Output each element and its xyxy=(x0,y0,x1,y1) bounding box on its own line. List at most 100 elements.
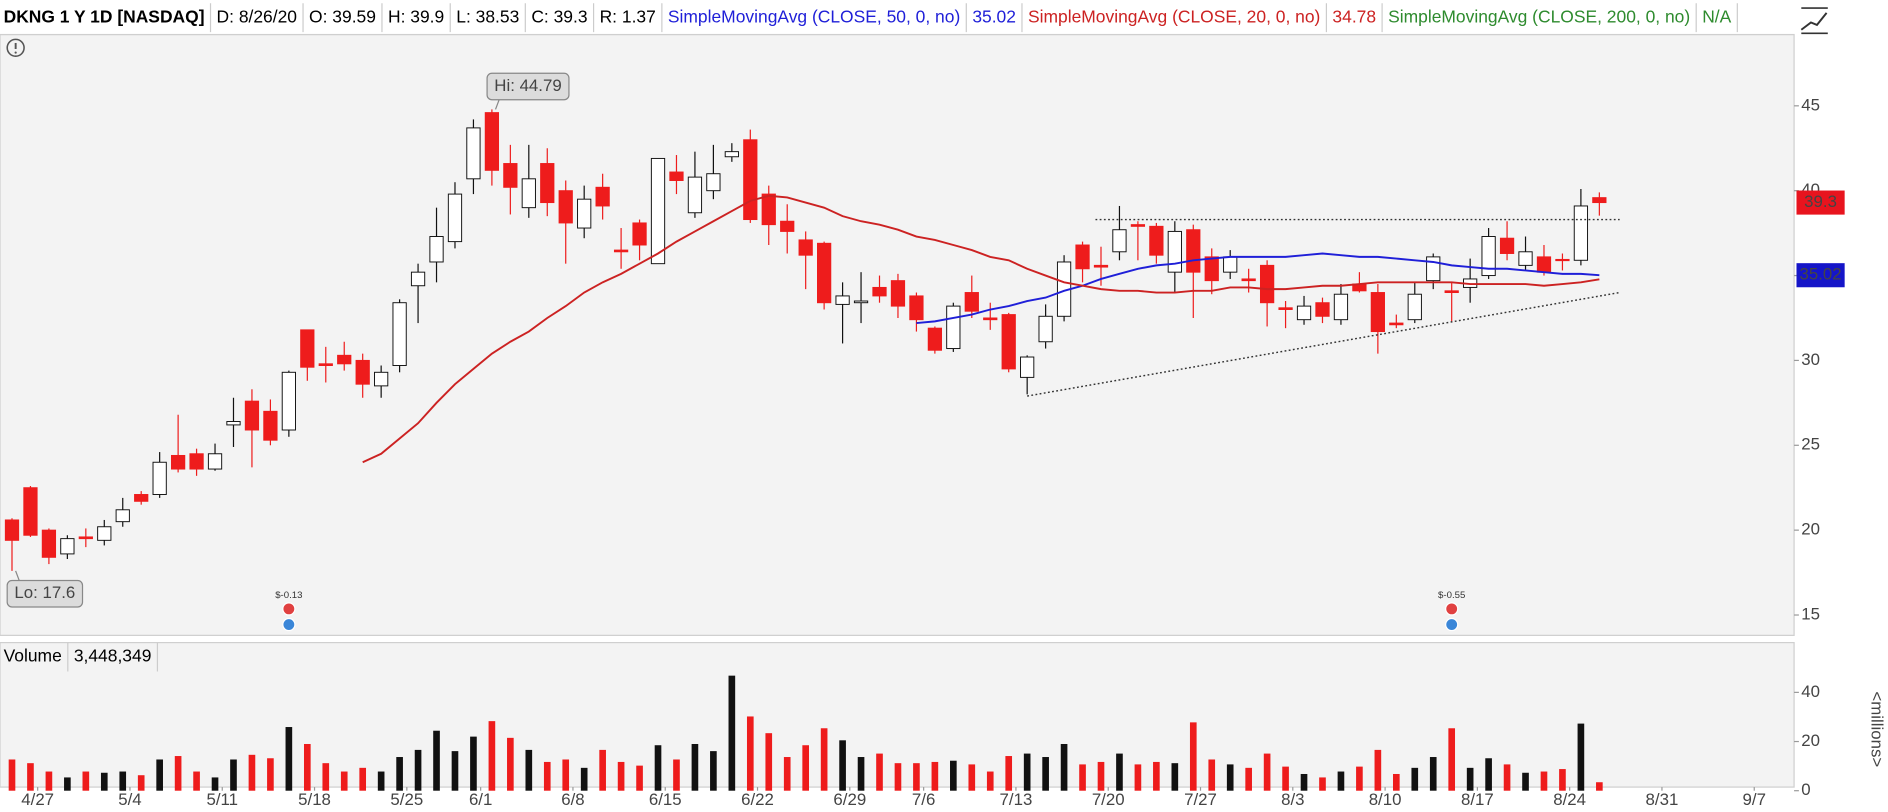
volume-bar xyxy=(433,730,440,791)
candle-body xyxy=(1075,244,1090,270)
volume-bar xyxy=(820,728,828,791)
volume-bar xyxy=(894,763,902,791)
candle-body xyxy=(650,157,666,265)
x-tick-label: 8/24 xyxy=(1553,790,1586,809)
volume-bar xyxy=(765,733,773,791)
candle-body xyxy=(743,139,758,221)
volume-axis-label: <millions> xyxy=(1868,691,1887,767)
volume-bar xyxy=(931,761,939,791)
volume-bar xyxy=(802,745,809,791)
candle-body xyxy=(1241,278,1256,282)
candle-body xyxy=(1093,264,1109,268)
candle-body xyxy=(1389,322,1404,326)
candle-body xyxy=(540,163,555,204)
volume-bar xyxy=(119,771,127,791)
candle-body xyxy=(780,220,795,232)
callout-pointer xyxy=(494,99,500,110)
x-tick-label: 5/18 xyxy=(298,790,331,809)
header-field: R: 1.37 xyxy=(600,6,656,26)
header-field: 34.78 xyxy=(1332,6,1376,26)
candle-body xyxy=(835,295,850,305)
candle-body xyxy=(484,112,500,171)
candle-body xyxy=(1426,256,1441,282)
volume-bar xyxy=(1226,764,1234,791)
header-field: SimpleMovingAvg (CLOSE, 50, 0, no) xyxy=(668,6,960,26)
candle-body xyxy=(374,371,389,387)
candle-body xyxy=(1186,229,1201,273)
x-tick-label: 4/27 xyxy=(21,790,54,809)
candle-body xyxy=(521,178,536,209)
volume-bar xyxy=(1429,757,1437,791)
volume-bar xyxy=(1171,763,1179,791)
volume-bar xyxy=(1374,749,1382,791)
volume-bar xyxy=(1060,743,1068,791)
candle-body xyxy=(1536,256,1552,273)
candle-body xyxy=(872,286,887,297)
candle-body xyxy=(1555,258,1570,262)
volume-header: 3,448,349 xyxy=(74,646,152,666)
info-icon[interactable] xyxy=(6,38,25,57)
volume-bar xyxy=(470,736,477,791)
moving-average-line xyxy=(362,194,1600,464)
volume-bar xyxy=(617,761,625,791)
volume-bar xyxy=(839,740,846,791)
volume-y-tick-label: 0 xyxy=(1801,780,1810,799)
x-tick-label: 8/17 xyxy=(1461,790,1494,809)
candle-body xyxy=(189,453,204,470)
candle-body xyxy=(41,529,57,558)
callout-label: Hi: 44.79 xyxy=(494,76,561,95)
volume-bar xyxy=(451,751,459,791)
volume-bar xyxy=(100,772,108,791)
volume-bar xyxy=(174,756,182,791)
header-field: N/A xyxy=(1702,6,1731,26)
candle-body xyxy=(244,400,260,431)
volume-bar xyxy=(1337,771,1345,791)
volume-bar xyxy=(396,757,403,791)
volume-bar xyxy=(267,758,274,791)
candle-body xyxy=(115,509,130,523)
header-field: D: 8/26/20 xyxy=(217,6,298,26)
volume-bar xyxy=(1448,728,1456,791)
candle-body xyxy=(263,410,278,441)
candle-body xyxy=(23,487,38,536)
x-tick-label: 5/4 xyxy=(118,790,141,809)
x-tick-label: 5/11 xyxy=(206,790,238,809)
volume-bar xyxy=(1116,753,1123,791)
volume-bar xyxy=(193,771,200,791)
y-tick-label: 30 xyxy=(1801,350,1820,369)
y-tick-label: 20 xyxy=(1801,520,1820,539)
price-tag-label: 35.02 xyxy=(1799,265,1841,284)
volume-bar xyxy=(1023,753,1031,791)
volume-bar xyxy=(507,737,514,791)
volume-bar xyxy=(248,754,256,791)
volume-bar xyxy=(783,757,791,791)
header-field: SimpleMovingAvg (CLOSE, 200, 0, no) xyxy=(1388,6,1690,26)
volume-bar xyxy=(1189,722,1197,791)
candle-body xyxy=(595,186,610,207)
event-label: $-0.55 xyxy=(1438,590,1465,601)
volume-bar xyxy=(137,775,145,791)
callout-pointer xyxy=(15,570,20,581)
volume-bar xyxy=(285,727,293,791)
candle-body xyxy=(1499,237,1515,254)
candle-body xyxy=(1259,264,1275,304)
candle-body xyxy=(170,454,186,470)
volume-bar xyxy=(1153,761,1160,791)
volume-bar xyxy=(1466,767,1474,791)
volume-bar xyxy=(1577,723,1585,791)
volume-bar xyxy=(1282,766,1289,791)
callout-box xyxy=(486,72,570,101)
candle-body xyxy=(558,190,573,224)
header-field: L: 38.53 xyxy=(456,6,519,26)
x-tick-label: 7/6 xyxy=(912,790,935,809)
x-tick-label: 9/7 xyxy=(1743,790,1766,809)
candle-body xyxy=(1130,224,1146,227)
candle-body xyxy=(1204,256,1219,282)
candle-body xyxy=(410,271,426,287)
candle-body xyxy=(355,359,370,385)
chart-type-icon[interactable] xyxy=(1800,7,1828,35)
volume-bar xyxy=(1300,773,1308,791)
volume-bar xyxy=(414,749,422,791)
volume-bar xyxy=(1079,764,1086,791)
